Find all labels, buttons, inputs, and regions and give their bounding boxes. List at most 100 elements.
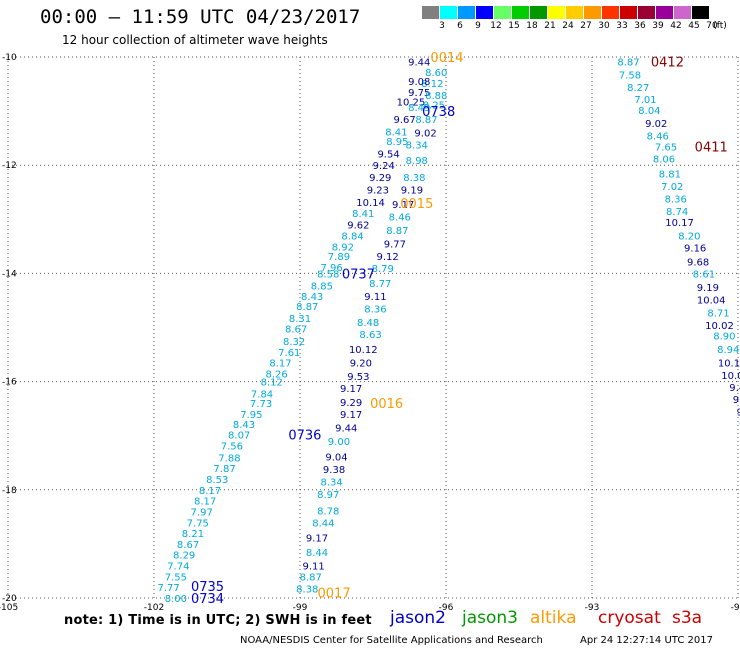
y-tick-label: -10	[2, 53, 17, 63]
wave-height-value: 8.46	[647, 131, 669, 142]
x-tick-label: -102	[144, 603, 164, 613]
wave-height-value: 8.00	[165, 594, 187, 605]
wave-height-value: 8.98	[406, 156, 428, 167]
page-title: 00:00 – 11:59 UTC 04/23/2017	[40, 6, 361, 28]
wave-height-value: 9.11	[302, 562, 324, 573]
pass-time-label: 0015	[400, 197, 433, 212]
wave-height-value: 8.38	[403, 173, 425, 184]
wave-height-value: 8.49	[408, 103, 430, 114]
scale-label: 39	[652, 21, 664, 31]
scale-label: 27	[580, 21, 592, 31]
wave-height-value: 8.61	[693, 269, 715, 280]
wave-height-value: 10.25	[397, 97, 426, 108]
wave-height-value: 9.12	[376, 252, 398, 263]
y-tick-label: -12	[2, 161, 17, 171]
wave-height-value: 8.32	[283, 337, 305, 348]
wave-height-value: 10.04	[697, 295, 726, 306]
wave-height-value: 9.17	[306, 533, 328, 544]
wave-height-value: 9.44	[335, 424, 357, 435]
page-subtitle: 12 hour collection of altimeter wave hei…	[62, 33, 328, 47]
wave-height-value: 9.19	[401, 186, 423, 197]
pass-time-label: 0016	[370, 397, 403, 412]
wave-height-value: 7.02	[661, 182, 683, 193]
wave-height-value: 7.96	[321, 263, 343, 274]
wave-height-value: 8.44	[312, 518, 334, 529]
scale-label: 45	[688, 21, 700, 31]
wave-height-value: 7.65	[655, 142, 677, 153]
wave-height-value: 9.67	[394, 115, 416, 126]
wave-height-value: 8.26	[266, 369, 288, 380]
wave-height-value: 8.17	[194, 497, 216, 508]
scale-label: 18	[526, 21, 538, 31]
wave-height-value: 8.87	[617, 57, 639, 68]
wave-height-value: 8.87	[415, 115, 437, 126]
wave-height-value: 8.43	[233, 420, 255, 431]
wave-height-value: 10.02	[705, 321, 734, 332]
wave-height-value: 8.36	[665, 195, 687, 206]
wave-height-value: 8.20	[678, 232, 700, 243]
y-tick-label: -14	[2, 269, 17, 279]
wave-height-value: 8.04	[638, 106, 660, 117]
wave-height-value: 7.75	[187, 518, 209, 529]
wave-height-value: 7.88	[218, 453, 240, 464]
footer-note: note: 1) Time is in UTC; 2) SWH is in fe…	[64, 613, 372, 628]
wave-height-value: 9.75	[408, 88, 430, 99]
wave-height-value: 8.38	[296, 584, 318, 595]
wave-height-value: 9.38	[323, 465, 345, 476]
wave-height-value: 8.29	[173, 551, 195, 562]
wave-height-value: 8.25	[423, 101, 445, 112]
wave-height-value: 8.60	[425, 68, 447, 79]
scale-label: 30	[598, 21, 610, 31]
wave-height-value: 7.77	[157, 583, 179, 594]
legend-cryosat: cryosat	[598, 608, 661, 628]
wave-height-value: 9.53	[347, 372, 369, 383]
wave-height-value: 8.36	[364, 305, 386, 316]
scale-label: 9	[475, 21, 481, 31]
wave-height-value: 8.77	[369, 279, 391, 290]
wave-height-value: 8.87	[386, 226, 408, 237]
wave-height-value: 8.43	[301, 292, 323, 303]
generated-timestamp: Apr 24 12:27:14 UTC 2017	[580, 635, 713, 646]
scale-label: 24	[562, 21, 574, 31]
wave-height-value: 7.73	[250, 399, 272, 410]
wave-height-value: 9.00	[328, 437, 350, 448]
wave-height-value: 9.08	[408, 77, 430, 88]
pass-time-label: 0737	[342, 267, 375, 282]
wave-height-value: 9.40	[729, 383, 740, 394]
wave-height-value: 8.67	[285, 325, 307, 336]
wave-height-value: 8.12	[421, 79, 443, 90]
pass-time-label: 0738	[422, 105, 455, 120]
wave-height-value: 8.74	[666, 207, 688, 218]
scale-swatch	[566, 6, 584, 19]
legend-altika: altika	[530, 608, 577, 628]
wave-height-value: 9.24	[373, 161, 395, 172]
scale-label: 36	[634, 21, 646, 31]
y-tick-label: -18	[2, 486, 17, 496]
wave-height-value: 9.10	[737, 407, 740, 418]
scale-label: 42	[670, 21, 682, 31]
wave-height-value: 7.95	[240, 410, 262, 421]
wave-height-value: 8.31	[289, 314, 311, 325]
wave-height-value: 8.07	[228, 431, 250, 442]
pass-time-label: 0411	[695, 140, 728, 155]
x-tick-label: -90	[731, 603, 740, 613]
wave-height-value: 9.02	[645, 119, 667, 130]
scale-swatch	[584, 6, 602, 19]
wave-height-value: 8.94	[717, 345, 739, 356]
wave-height-value: 9.77	[384, 240, 406, 251]
wave-height-value: 8.92	[332, 242, 354, 253]
wave-height-value: 7.55	[165, 572, 187, 583]
scale-label: 6	[457, 21, 463, 31]
wave-height-value: 9.20	[350, 359, 372, 370]
wave-height-value: 7.61	[278, 348, 300, 359]
scale-label: 33	[616, 21, 628, 31]
wave-height-value: 8.81	[659, 169, 681, 180]
wave-height-value: 8.06	[653, 155, 675, 166]
scale-swatch	[422, 6, 440, 19]
wave-height-value: 8.90	[713, 332, 735, 343]
scale-swatch	[638, 6, 656, 19]
wave-height-value: 8.87	[296, 302, 318, 313]
wave-height-value: 7.87	[213, 464, 235, 475]
wave-height-value: 8.17	[269, 359, 291, 370]
wave-height-value: 9.44	[408, 57, 430, 68]
